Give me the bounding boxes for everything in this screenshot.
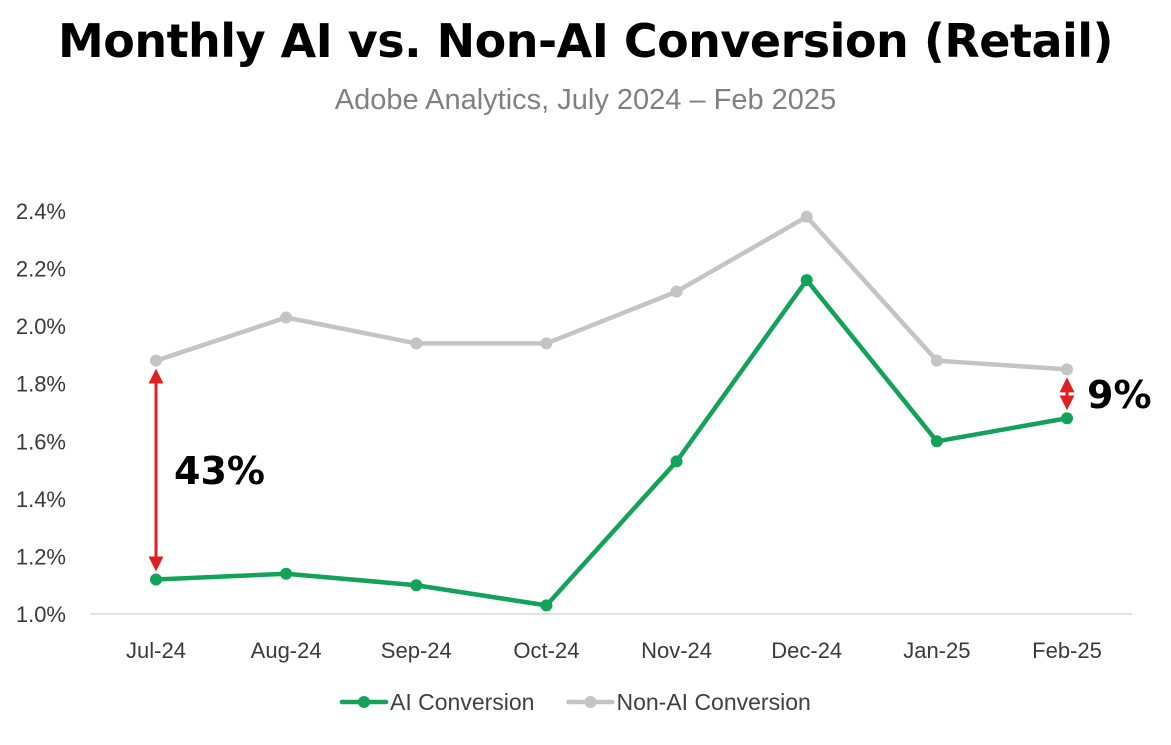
data-point-ai-conversion [930,435,943,448]
x-tick-label: Nov-24 [641,638,712,663]
x-tick-label: Oct-24 [513,638,579,663]
y-tick-label: 1.0% [16,602,66,627]
y-tick-label: 1.4% [16,487,66,512]
series-line-ai-conversion [153,277,1070,608]
legend: AI Conversion Non-AI Conversion [339,689,811,715]
data-point-non-ai-conversion [1061,363,1073,376]
data-point-ai-conversion [280,567,293,580]
y-tick-label: 1.2% [16,544,66,569]
data-point-ai-conversion [670,455,683,468]
gap-label: 9% [1087,373,1152,417]
data-point-non-ai-conversion [150,354,162,367]
gap-label: 43% [174,449,265,493]
x-tick-label: Sep-24 [381,638,452,663]
series-layer [150,210,1073,612]
x-tick-label: Dec-24 [771,638,842,663]
x-axis-ticks: Jul-24 Aug-24 Sep-24 Oct-24 Nov-24 Dec-24 Jan-… [126,638,1102,663]
data-point-ai-conversion [1061,412,1073,425]
y-tick-label: 1.6% [16,429,66,454]
series-line-non-ai-conversion [153,214,1070,372]
y-tick-label: 1.8% [16,372,66,397]
data-point-non-ai-conversion [280,311,293,324]
data-point-non-ai-conversion [670,285,683,298]
data-point-ai-conversion [800,274,813,287]
data-point-non-ai-conversion [540,337,553,350]
y-tick-label: 2.0% [16,314,66,339]
y-tick-label: 2.2% [16,257,66,282]
data-point-ai-conversion [150,573,162,586]
data-point-ai-conversion [410,579,423,592]
legend-swatch-marker [584,696,597,708]
data-point-ai-conversion [540,599,553,612]
x-tick-label: Feb-25 [1032,638,1102,663]
y-axis-ticks: 1.0% 1.2% 1.4% 1.6% 1.8% 2.0% 2.2% 2.4% [16,199,66,627]
chart-subtitle: Adobe Analytics, July 2024 – Feb 2025 [334,84,837,116]
x-tick-label: Aug-24 [251,638,322,663]
x-tick-label: Jul-24 [126,638,186,663]
legend-swatch-marker [358,696,370,708]
legend-label: AI Conversion [390,689,534,715]
data-point-non-ai-conversion [930,354,943,367]
data-point-non-ai-conversion [410,337,423,350]
data-point-non-ai-conversion [800,210,813,223]
chart-title: Monthly AI vs. Non-AI Conversion (Retail… [57,14,1114,68]
y-tick-label: 2.4% [16,199,66,224]
legend-label: Non-AI Conversion [616,689,810,715]
annotations: 43% 9% [148,368,1152,572]
x-tick-label: Jan-25 [903,638,970,663]
